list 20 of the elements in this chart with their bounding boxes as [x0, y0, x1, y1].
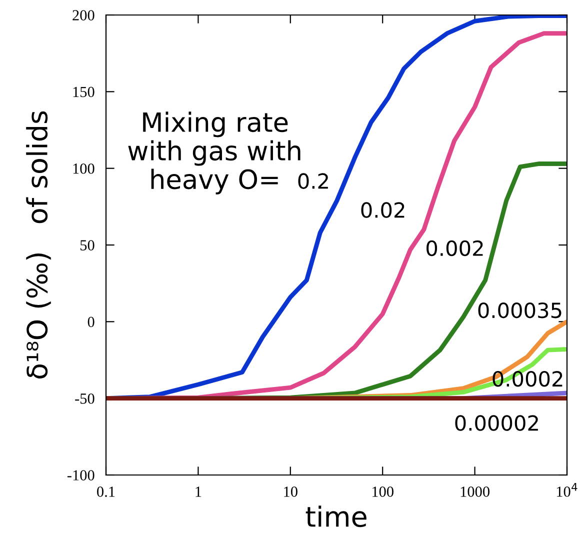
y-tick-label: -50	[75, 393, 94, 404]
annotation: 0.2	[298, 173, 328, 189]
x-axis-title: time	[306, 506, 366, 528]
annotation: 0.00035	[478, 302, 562, 318]
y-tick-label: 200	[72, 10, 94, 20]
x-tick-label: 0.1	[97, 486, 115, 497]
annotation: 0.02	[361, 202, 404, 218]
y-tick-label: 100	[73, 163, 94, 174]
y-axis-title: δ¹⁸O (‰) of solids	[26, 111, 51, 378]
x-tick-label: 1	[196, 486, 202, 497]
y-tick-label: -100	[67, 470, 94, 480]
y-tick-label: 150	[73, 86, 94, 98]
annotation: 0.002	[426, 240, 483, 256]
annotation: 0.00002	[455, 415, 538, 431]
x-tick-label: 10	[284, 486, 298, 497]
x-tick-label: 1000	[460, 486, 490, 497]
x-tick-label: 100	[372, 486, 394, 497]
y-tick-label: 0	[88, 316, 94, 328]
x-tick-label: 10$^{4}$	[556, 483, 578, 497]
y-tick-label: 50	[80, 240, 94, 250]
